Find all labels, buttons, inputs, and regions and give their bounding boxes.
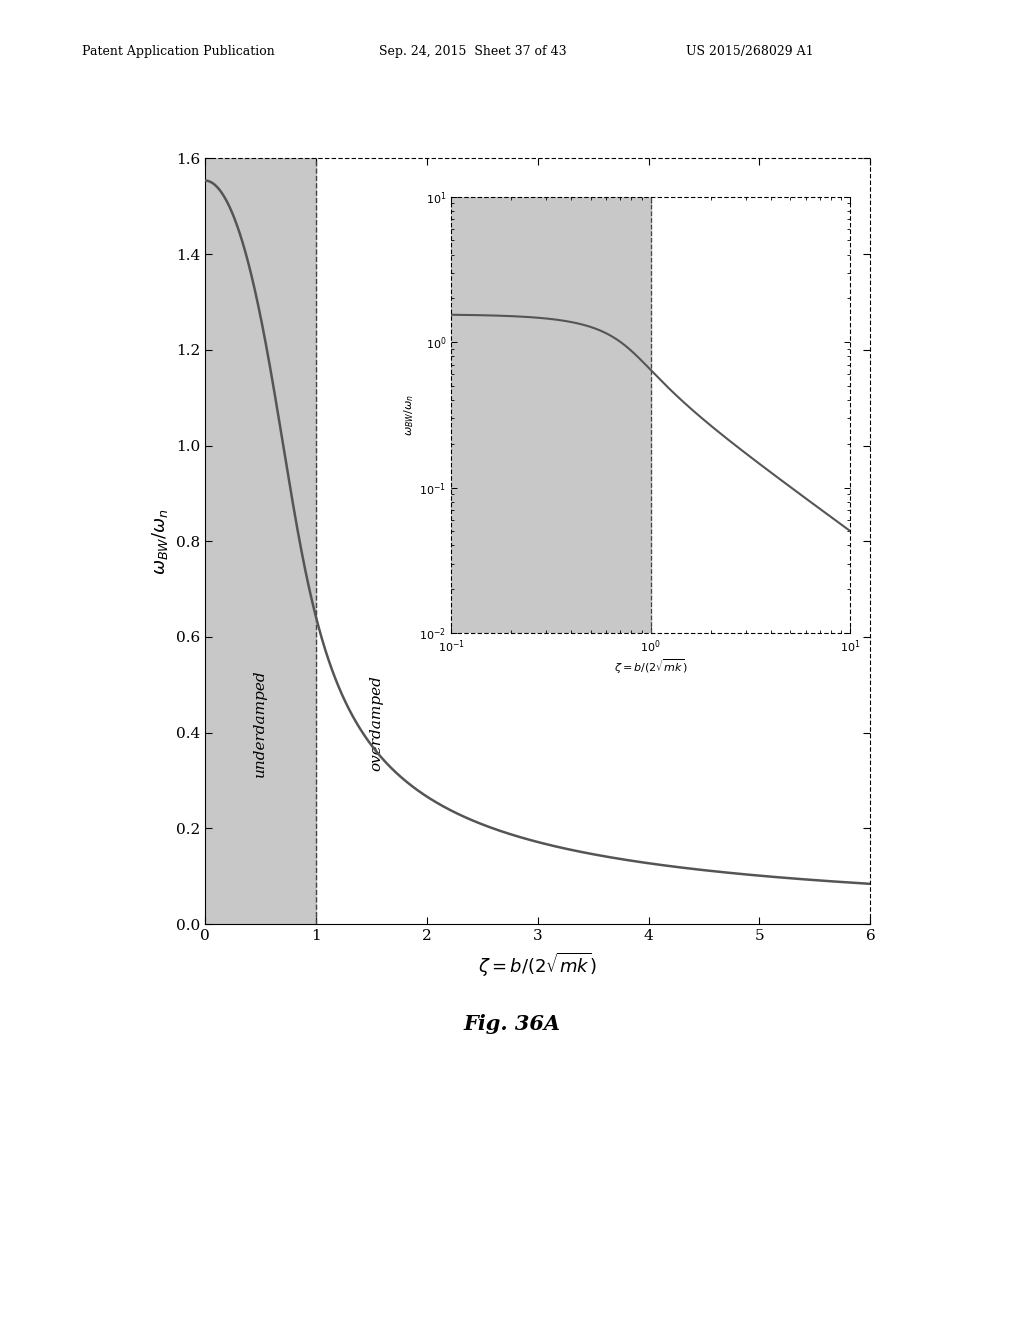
X-axis label: $\zeta = b/(2\sqrt{mk})$: $\zeta = b/(2\sqrt{mk})$: [478, 952, 597, 979]
Bar: [205, 158, 315, 924]
Text: overdamped: overdamped: [370, 675, 384, 771]
Text: Fig. 36A: Fig. 36A: [464, 1014, 560, 1034]
Text: Sep. 24, 2015  Sheet 37 of 43: Sep. 24, 2015 Sheet 37 of 43: [379, 45, 566, 58]
Y-axis label: $\omega_{BW}/\omega_n$: $\omega_{BW}/\omega_n$: [151, 508, 170, 574]
Text: Patent Application Publication: Patent Application Publication: [82, 45, 274, 58]
Text: US 2015/268029 A1: US 2015/268029 A1: [686, 45, 814, 58]
Text: underdamped: underdamped: [253, 669, 267, 777]
